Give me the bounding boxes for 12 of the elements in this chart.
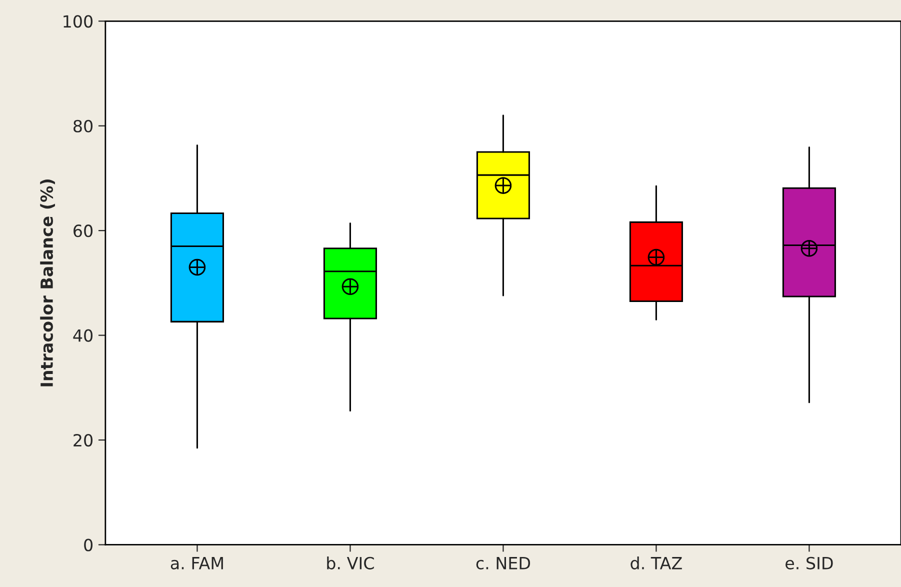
x-tick-label: d. TAZ — [630, 556, 682, 570]
y-tick-label: 60 — [74, 224, 93, 238]
x-tick-label: c. NED — [476, 557, 530, 570]
x-tick-label: e. SID — [786, 556, 833, 570]
y-tick-label: 80 — [74, 120, 93, 132]
x-tick-label: b. VIC — [327, 556, 374, 570]
y-axis-title: Intracolor Balance (%) — [40, 180, 55, 386]
y-tick-label: 40 — [73, 329, 93, 342]
y-tick-label: 100 — [64, 15, 93, 28]
y-tick-label: 0 — [84, 538, 93, 552]
x-tick-label: a. FAM — [170, 557, 223, 570]
y-tick-label: 20 — [74, 434, 93, 447]
